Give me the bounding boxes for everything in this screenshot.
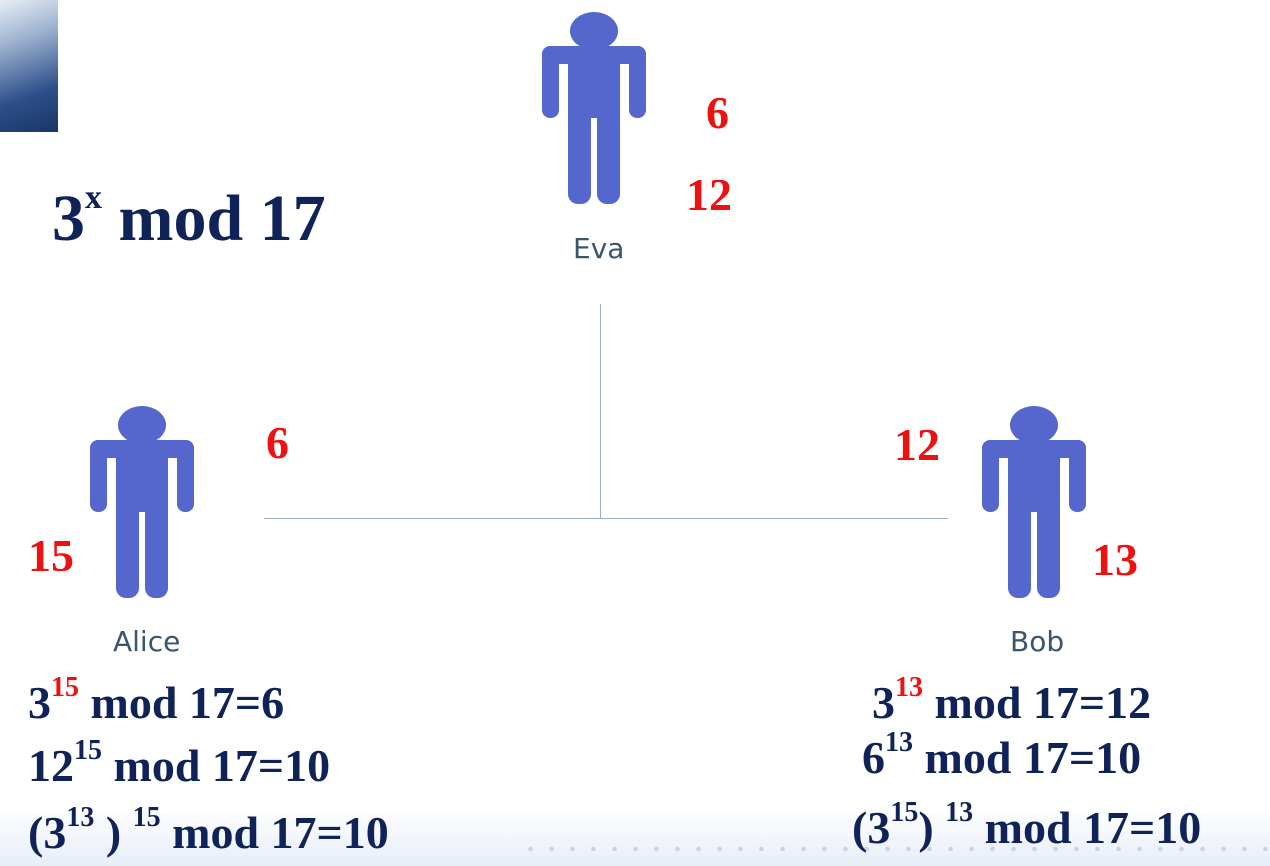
eva-top-number: 6 bbox=[706, 87, 729, 138]
eva-name-label: Eva bbox=[573, 232, 625, 265]
formula-base: 3 bbox=[872, 677, 895, 728]
bob-sent-number: 12 bbox=[894, 419, 940, 470]
bob-secret-number: 13 bbox=[1092, 534, 1138, 585]
formula-base: (3 bbox=[28, 807, 67, 858]
bob-figure-icon bbox=[982, 406, 1086, 598]
formula-exponent: 15 bbox=[890, 797, 919, 828]
formula-close-paren: ) bbox=[918, 802, 946, 853]
connector-horizontal bbox=[264, 518, 948, 519]
formula-exponent: 13 bbox=[885, 727, 913, 758]
eva-bottom-number: 12 bbox=[686, 169, 732, 220]
formula-exponent: 15 bbox=[51, 672, 79, 703]
title-formula: 3x mod 17 bbox=[52, 181, 326, 252]
alice-name-label: Alice bbox=[113, 625, 181, 658]
eva-figure-icon bbox=[542, 12, 646, 204]
formula-base: 3 bbox=[28, 677, 51, 728]
bob-name-label: Bob bbox=[1010, 625, 1065, 658]
bob-formula-2: 613 mod 17=10 bbox=[862, 729, 1142, 783]
bob-formula-1: 313 mod 17=12 bbox=[872, 674, 1152, 728]
alice-formula-3: (313 ) 15 mod 17=10 bbox=[28, 804, 389, 858]
formula-rest: mod 17=10 bbox=[973, 802, 1202, 853]
formula-close-paren: ) bbox=[94, 807, 133, 858]
formula-exponent: 15 bbox=[74, 735, 102, 766]
title-rest: mod 17 bbox=[118, 182, 326, 255]
formula-outer-exponent: 13 bbox=[945, 797, 974, 828]
bob-formula-3: (315) 13 mod 17=10 bbox=[852, 799, 1202, 853]
formula-exponent: 13 bbox=[66, 802, 95, 833]
alice-formula-1: 315 mod 17=6 bbox=[28, 674, 285, 728]
alice-figure-icon bbox=[90, 406, 194, 598]
decorative-dot-row bbox=[520, 842, 1270, 856]
corner-logo-image bbox=[0, 0, 58, 132]
bottom-gradient-band bbox=[0, 806, 1270, 866]
alice-formula-2: 1215 mod 17=10 bbox=[28, 737, 331, 791]
formula-rest: mod 17=6 bbox=[79, 677, 285, 728]
formula-rest: mod 17=10 bbox=[913, 732, 1142, 783]
formula-base: 12 bbox=[28, 740, 74, 791]
title-exponent: x bbox=[85, 179, 102, 216]
formula-rest: mod 17=12 bbox=[923, 677, 1152, 728]
alice-secret-number: 15 bbox=[28, 530, 74, 581]
alice-sent-number: 6 bbox=[266, 417, 289, 468]
connector-vertical bbox=[600, 304, 601, 518]
formula-outer-exponent: 15 bbox=[132, 802, 161, 833]
formula-base: 6 bbox=[862, 732, 885, 783]
formula-rest: mod 17=10 bbox=[102, 740, 331, 791]
formula-base: (3 bbox=[852, 802, 891, 853]
formula-exponent: 13 bbox=[895, 672, 923, 703]
formula-rest: mod 17=10 bbox=[160, 807, 389, 858]
title-base: 3 bbox=[52, 182, 85, 255]
